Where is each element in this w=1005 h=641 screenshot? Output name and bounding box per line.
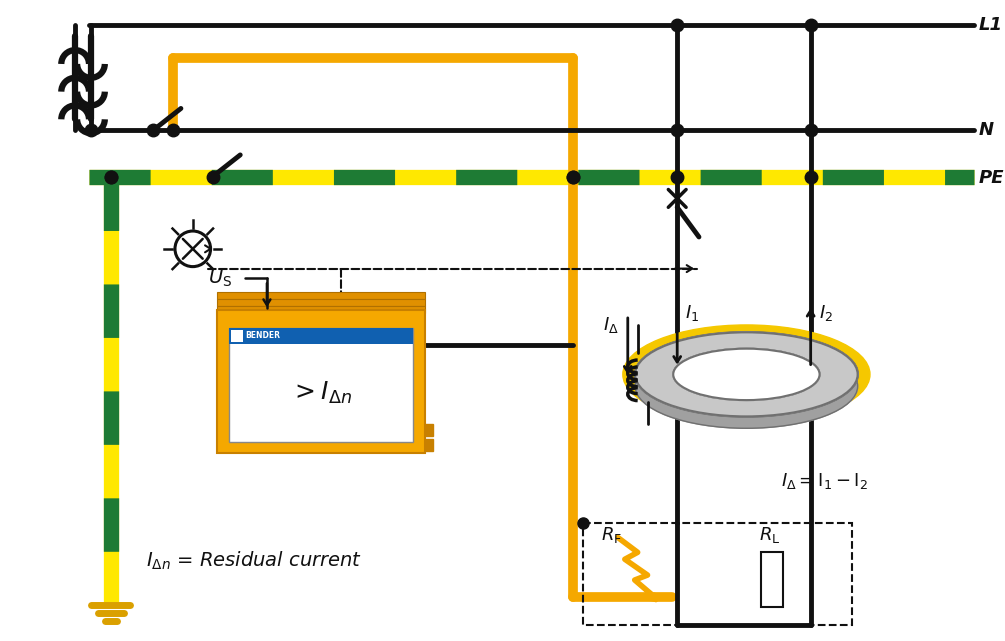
Ellipse shape bbox=[673, 360, 819, 412]
Text: $I_2$: $I_2$ bbox=[819, 303, 832, 323]
Text: N: N bbox=[979, 121, 994, 139]
Text: $I_{\Delta}$: $I_{\Delta}$ bbox=[603, 315, 619, 335]
Bar bbox=[217, 299, 425, 306]
Ellipse shape bbox=[673, 349, 819, 400]
Ellipse shape bbox=[673, 349, 819, 400]
Text: $R_\mathrm{F}$: $R_\mathrm{F}$ bbox=[601, 526, 622, 545]
Bar bbox=[761, 553, 783, 606]
Text: $R_\mathrm{L}$: $R_\mathrm{L}$ bbox=[759, 526, 781, 545]
Bar bbox=[229, 328, 413, 344]
Ellipse shape bbox=[635, 333, 857, 417]
Text: $U_\mathrm{S}$: $U_\mathrm{S}$ bbox=[208, 267, 232, 288]
Bar bbox=[425, 438, 433, 451]
Bar bbox=[231, 330, 243, 342]
Bar bbox=[229, 328, 413, 442]
Bar bbox=[583, 522, 852, 624]
Bar bbox=[217, 306, 425, 313]
Text: $> I_{\Delta n}$: $> I_{\Delta n}$ bbox=[290, 379, 353, 406]
Ellipse shape bbox=[635, 344, 857, 428]
Bar bbox=[425, 424, 433, 436]
Circle shape bbox=[175, 231, 211, 267]
Text: $I_{\Delta n}$ = Residual current: $I_{\Delta n}$ = Residual current bbox=[147, 550, 363, 572]
Text: BENDER: BENDER bbox=[245, 331, 280, 340]
Bar bbox=[217, 310, 425, 453]
Text: L1: L1 bbox=[979, 17, 1003, 35]
Ellipse shape bbox=[635, 333, 857, 417]
Text: $I_1$: $I_1$ bbox=[685, 303, 699, 323]
Ellipse shape bbox=[623, 325, 870, 424]
Bar bbox=[217, 292, 425, 299]
Text: $I_{\Delta} = \mathrm{I}_1 - \mathrm{I}_2$: $I_{\Delta} = \mathrm{I}_1 - \mathrm{I}_… bbox=[781, 471, 868, 491]
Text: PE: PE bbox=[979, 169, 1004, 187]
